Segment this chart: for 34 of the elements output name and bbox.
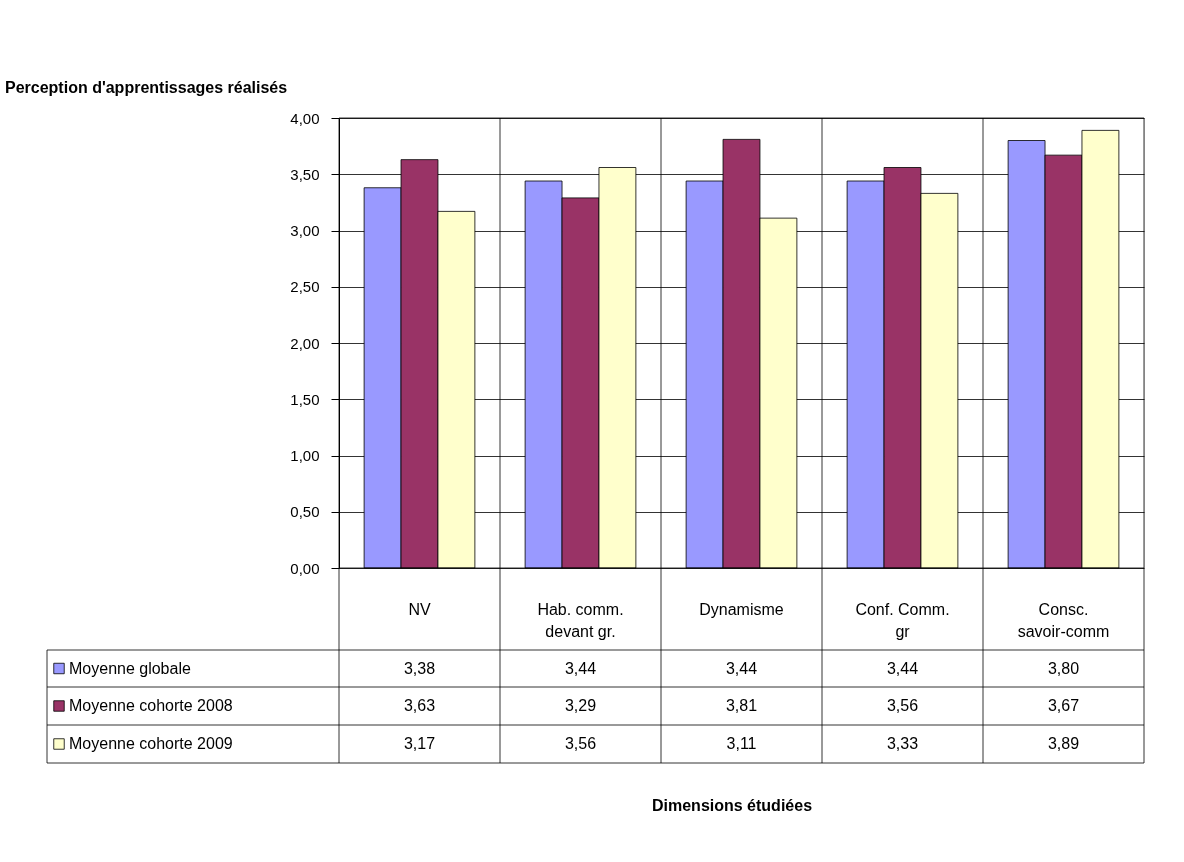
legend-label: Moyenne cohorte 2009 <box>69 735 233 752</box>
y-tick-label: 0,00 <box>290 559 320 577</box>
x-tick-label: Dynamisme <box>699 601 784 618</box>
x-tick-label: NV <box>408 601 431 618</box>
x-tick-label: Hab. comm. devant gr. <box>537 601 624 640</box>
text: Dimensions étudiées <box>651 797 813 814</box>
y-tick-label: 2,00 <box>290 334 320 352</box>
data-label: 3,63 <box>403 697 436 714</box>
x-tick-label: Consc. savoir-comm <box>1017 601 1110 640</box>
data-label: 3,44 <box>886 659 919 677</box>
y-tick-label: 0,50 <box>290 503 320 521</box>
data-label: 3,44 <box>564 659 597 677</box>
data-label: 3,33 <box>886 735 919 752</box>
data-label: 3,56 <box>564 735 597 752</box>
y-tick-label: 3,00 <box>290 222 320 239</box>
data-label: 3,80 <box>1047 659 1080 677</box>
y-tick-label: 1,00 <box>290 447 320 464</box>
y-tick-label: 4,00 <box>290 109 320 127</box>
data-label: 3,89 <box>1047 735 1080 752</box>
data-label: 3,11 <box>726 735 757 752</box>
data-label: 3,17 <box>403 735 436 752</box>
y-axis-title: Perception d'apprentissages réalisés <box>5 79 288 96</box>
data-label: 3,38 <box>403 659 436 677</box>
legend-label: Moyenne globale <box>69 659 191 677</box>
data-label: 3,56 <box>886 697 919 714</box>
data-label: 3,44 <box>725 659 758 677</box>
data-label: 3,29 <box>564 697 597 714</box>
y-tick-label: 1,50 <box>290 390 320 408</box>
x-tick-label: Conf. Comm. gr <box>855 601 950 640</box>
legend-label: Moyenne cohorte 2008 <box>69 697 233 714</box>
y-tick-label: 2,50 <box>290 278 320 296</box>
data-label: 3,81 <box>725 697 758 714</box>
y-tick-label: 3,50 <box>290 165 320 183</box>
data-label: 3,67 <box>1047 697 1080 714</box>
